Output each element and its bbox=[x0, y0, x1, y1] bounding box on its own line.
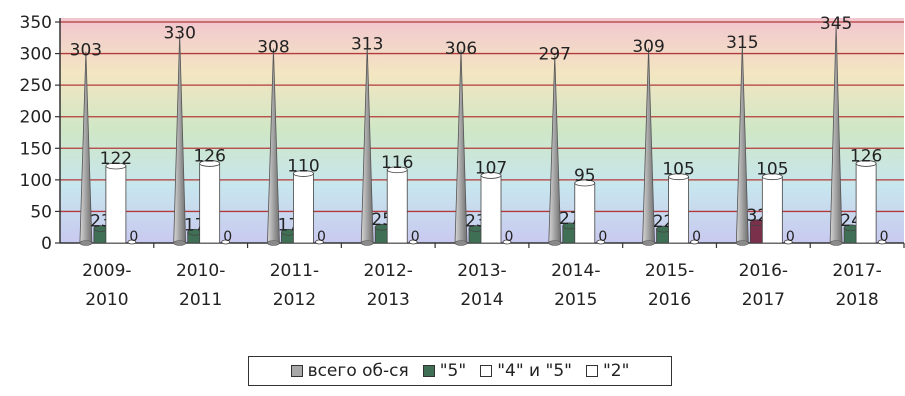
bar-2 bbox=[386, 169, 408, 244]
bar-top-2 bbox=[574, 179, 596, 187]
bar-top-2 bbox=[199, 160, 221, 167]
x-tick-label: 2016-2017 bbox=[739, 261, 788, 310]
legend-swatch bbox=[585, 365, 598, 377]
bar-2 bbox=[199, 163, 221, 244]
x-tick-label: 2009-2010 bbox=[82, 261, 131, 310]
legend-swatch bbox=[290, 365, 303, 377]
data-label: 95 bbox=[574, 166, 596, 186]
data-label: 0 bbox=[317, 229, 326, 245]
y-tick-label: 50 bbox=[30, 202, 52, 222]
bar-top-2 bbox=[761, 173, 783, 181]
bar-top-2 bbox=[480, 172, 502, 179]
y-tick-label: 150 bbox=[20, 139, 52, 159]
data-label: 126 bbox=[850, 146, 882, 166]
bar-2 bbox=[105, 165, 127, 244]
x-tick-label: 2011-2012 bbox=[270, 261, 319, 310]
data-label: 303 bbox=[70, 41, 102, 61]
y-tick-label: 100 bbox=[20, 171, 52, 191]
data-label: 0 bbox=[129, 229, 138, 245]
bar-total-base bbox=[360, 240, 374, 246]
bar-zero bbox=[127, 239, 137, 245]
data-label: 126 bbox=[193, 146, 225, 166]
bar-zero bbox=[408, 239, 418, 245]
bar-total-base bbox=[829, 240, 843, 246]
bar-top-2 bbox=[668, 173, 689, 181]
bar-zero bbox=[315, 239, 324, 245]
y-tick-label: 200 bbox=[20, 108, 52, 128]
bar-total-base bbox=[642, 240, 655, 246]
data-label: 0 bbox=[411, 229, 420, 245]
legend-label: "4" и "5" bbox=[497, 361, 572, 381]
legend-item: "4" и "5" bbox=[480, 361, 572, 381]
data-label: 315 bbox=[726, 33, 758, 53]
bar-total-base bbox=[79, 240, 93, 246]
bar-total-base bbox=[173, 240, 186, 246]
legend-item: "2" bbox=[585, 361, 630, 381]
data-label: 313 bbox=[351, 34, 383, 54]
bar-2 bbox=[761, 176, 783, 244]
bar-total-base bbox=[548, 240, 562, 246]
bar-total-base bbox=[454, 240, 468, 246]
data-label: 105 bbox=[756, 160, 788, 180]
data-label: 0 bbox=[786, 229, 795, 245]
x-tick-label: 2012-2013 bbox=[364, 261, 413, 310]
data-label: 110 bbox=[287, 157, 319, 177]
bar-2 bbox=[855, 163, 877, 244]
x-tick-label: 2010-2011 bbox=[176, 261, 225, 310]
data-label: 0 bbox=[223, 229, 232, 245]
bar-2 bbox=[293, 173, 314, 244]
x-tick-label: 2015-2016 bbox=[645, 261, 694, 310]
bar-zero bbox=[877, 239, 887, 245]
bar-top-2 bbox=[105, 162, 127, 170]
bar-total-base bbox=[267, 240, 280, 246]
bar-zero bbox=[690, 239, 699, 245]
data-label: 330 bbox=[163, 24, 195, 44]
y-tick-label: 250 bbox=[20, 76, 52, 96]
bar-top-2 bbox=[293, 170, 314, 177]
legend-label: всего об-ся bbox=[307, 361, 409, 381]
bar-total-base bbox=[736, 240, 749, 246]
data-label: 107 bbox=[475, 158, 507, 178]
data-label: 308 bbox=[257, 38, 289, 58]
x-tick-label: 2013-2014 bbox=[457, 261, 506, 310]
bar-2 bbox=[480, 175, 502, 244]
data-label: 297 bbox=[539, 44, 571, 64]
data-label: 0 bbox=[880, 229, 889, 245]
data-label: 116 bbox=[381, 153, 413, 173]
data-label: 306 bbox=[445, 39, 477, 59]
legend: всего об-ся "5" "4" и "5" "2" bbox=[248, 356, 672, 386]
bar-2 bbox=[574, 182, 596, 244]
y-tick-label: 350 bbox=[20, 13, 52, 33]
data-label: 0 bbox=[505, 229, 514, 245]
bar-2 bbox=[668, 176, 689, 244]
x-tick-label: 2017-2018 bbox=[832, 261, 881, 310]
bar-zero bbox=[221, 239, 231, 245]
bar-top-2 bbox=[855, 160, 877, 167]
legend-label: "2" bbox=[602, 361, 630, 381]
data-label: 345 bbox=[820, 14, 852, 34]
data-label: 309 bbox=[632, 37, 664, 57]
y-tick-label: 300 bbox=[20, 45, 52, 65]
bar-zero bbox=[502, 239, 512, 245]
bar-zero bbox=[596, 239, 606, 245]
bar-top-2 bbox=[386, 166, 408, 174]
data-label: 0 bbox=[598, 229, 607, 245]
legend-swatch bbox=[422, 365, 435, 377]
data-label: 105 bbox=[662, 160, 694, 180]
data-label: 122 bbox=[100, 149, 132, 169]
legend-swatch bbox=[480, 365, 493, 377]
legend-label: "5" bbox=[439, 361, 467, 381]
legend-item: всего об-ся bbox=[290, 361, 409, 381]
y-tick-label: 0 bbox=[41, 234, 52, 254]
bar-zero bbox=[783, 239, 793, 245]
data-label: 0 bbox=[692, 229, 701, 245]
legend-item: "5" bbox=[422, 361, 467, 381]
x-tick-label: 2014-2015 bbox=[551, 261, 600, 310]
